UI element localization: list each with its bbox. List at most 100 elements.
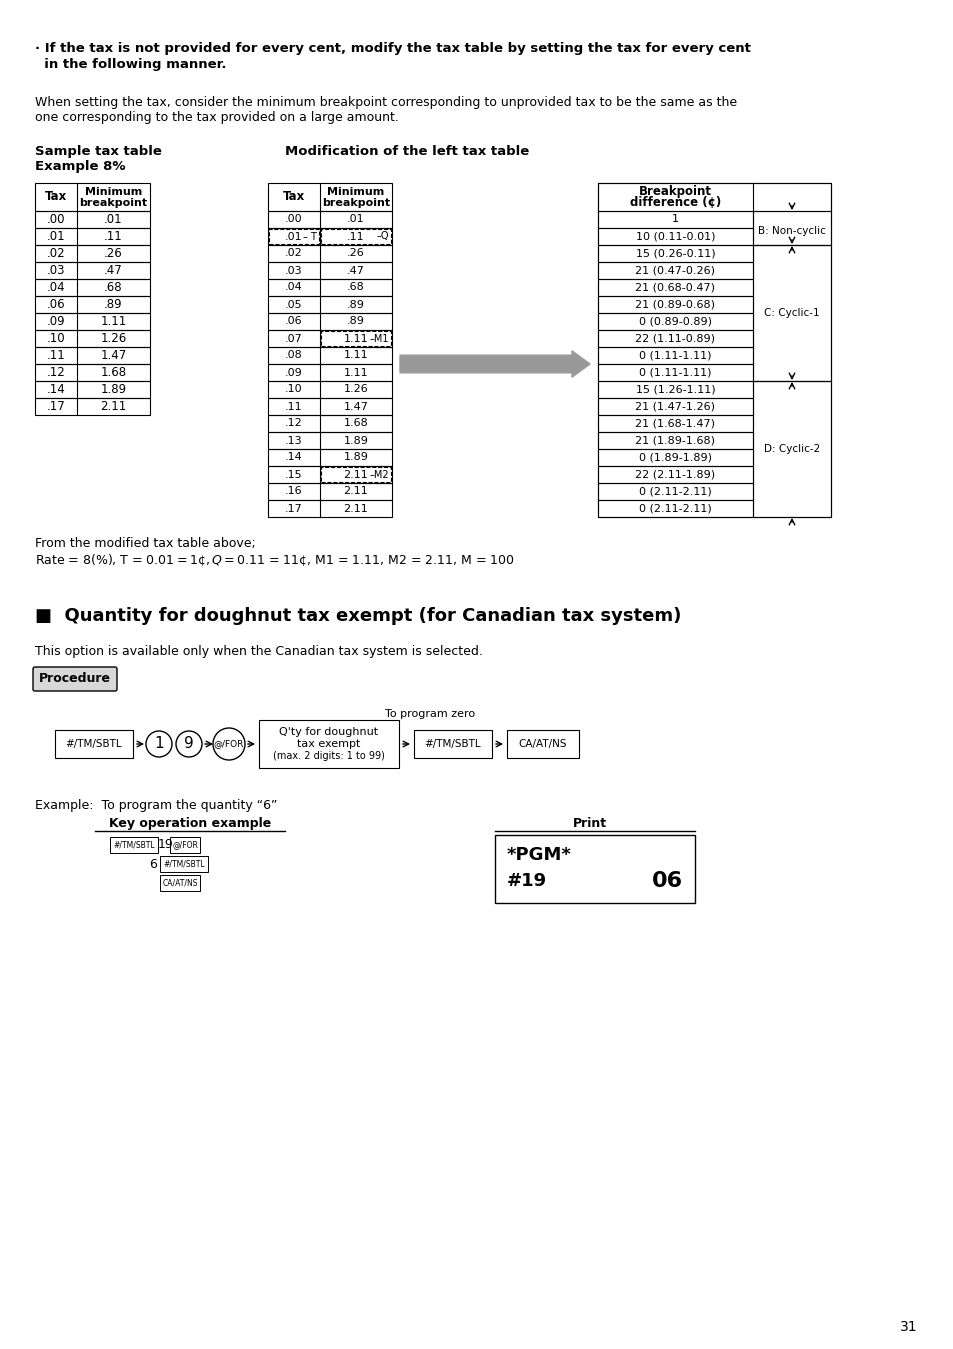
Text: .12: .12 bbox=[47, 366, 66, 379]
Polygon shape bbox=[399, 351, 589, 378]
Bar bbox=[598, 210, 752, 228]
Bar bbox=[268, 347, 392, 364]
Text: .02: .02 bbox=[285, 248, 302, 259]
Text: .00: .00 bbox=[47, 213, 65, 227]
Text: .14: .14 bbox=[285, 452, 302, 463]
Text: –M1: –M1 bbox=[369, 333, 389, 344]
Bar bbox=[268, 210, 392, 228]
Text: 31: 31 bbox=[900, 1321, 917, 1334]
Text: This option is available only when the Canadian tax system is selected.: This option is available only when the C… bbox=[35, 645, 482, 658]
Bar bbox=[268, 279, 392, 295]
Text: When setting the tax, consider the minimum breakpoint corresponding to unprovide: When setting the tax, consider the minim… bbox=[35, 96, 737, 109]
Bar bbox=[268, 364, 392, 380]
Text: 1.11: 1.11 bbox=[343, 367, 368, 378]
Text: To program zero: To program zero bbox=[384, 710, 475, 719]
Text: 1.89: 1.89 bbox=[343, 436, 368, 445]
Text: 21 (1.47-1.26): 21 (1.47-1.26) bbox=[635, 402, 715, 411]
Text: Rate = 8(%), T = $0.01 = 1¢, Q = $0.11 = 11¢, M1 = 1.11, M2 = 2.11, M = 100: Rate = 8(%), T = $0.01 = 1¢, Q = $0.11 =… bbox=[35, 552, 515, 568]
Text: .01: .01 bbox=[347, 214, 364, 224]
Text: #/TM/SBTL: #/TM/SBTL bbox=[163, 859, 205, 869]
Text: 1.68: 1.68 bbox=[343, 418, 368, 429]
Bar bbox=[598, 449, 752, 465]
Text: 1.11: 1.11 bbox=[343, 351, 368, 360]
Text: Procedure: Procedure bbox=[39, 673, 111, 685]
Text: .06: .06 bbox=[285, 317, 302, 326]
Text: 19: 19 bbox=[158, 839, 173, 851]
Bar bbox=[598, 246, 752, 262]
Text: #/TM/SBTL: #/TM/SBTL bbox=[113, 840, 154, 850]
Text: *PGM*: *PGM* bbox=[506, 846, 571, 863]
Text: .08: .08 bbox=[285, 351, 302, 360]
Bar bbox=[598, 364, 752, 380]
Text: 1.26: 1.26 bbox=[100, 332, 127, 345]
Bar bbox=[35, 246, 150, 262]
Bar bbox=[268, 262, 392, 279]
Text: 22 (1.11-0.89): 22 (1.11-0.89) bbox=[635, 333, 715, 344]
Bar bbox=[35, 295, 150, 313]
Text: Q'ty for doughnut: Q'ty for doughnut bbox=[279, 727, 378, 737]
Text: @/FOR: @/FOR bbox=[172, 840, 197, 850]
Bar bbox=[35, 183, 150, 210]
Text: 0 (1.11-1.11): 0 (1.11-1.11) bbox=[639, 351, 711, 360]
Text: .13: .13 bbox=[285, 436, 302, 445]
Text: – T: – T bbox=[303, 232, 316, 241]
Bar bbox=[35, 331, 150, 347]
Bar bbox=[598, 465, 752, 483]
Text: .11: .11 bbox=[285, 402, 302, 411]
Text: .89: .89 bbox=[347, 299, 365, 309]
Text: Tax: Tax bbox=[283, 190, 305, 204]
FancyBboxPatch shape bbox=[33, 666, 117, 691]
Text: breakpoint: breakpoint bbox=[79, 198, 148, 208]
Circle shape bbox=[213, 728, 245, 759]
Text: 15 (0.26-0.11): 15 (0.26-0.11) bbox=[635, 248, 715, 259]
Text: 0 (2.11-2.11): 0 (2.11-2.11) bbox=[639, 503, 711, 514]
Text: 1.47: 1.47 bbox=[343, 402, 368, 411]
Bar bbox=[752, 210, 830, 246]
Bar bbox=[598, 279, 752, 295]
Circle shape bbox=[175, 731, 202, 757]
Text: Breakpoint: Breakpoint bbox=[639, 186, 711, 198]
Text: .17: .17 bbox=[47, 401, 66, 413]
Text: 1.11: 1.11 bbox=[100, 316, 127, 328]
Text: C: Cyclic-1: C: Cyclic-1 bbox=[763, 308, 819, 318]
Text: .09: .09 bbox=[47, 316, 65, 328]
Bar bbox=[268, 246, 392, 262]
Text: .26: .26 bbox=[347, 248, 364, 259]
Bar bbox=[268, 465, 392, 483]
Bar bbox=[268, 432, 392, 449]
Text: .05: .05 bbox=[285, 299, 302, 309]
Bar bbox=[160, 857, 208, 871]
Text: .26: .26 bbox=[104, 247, 123, 260]
Bar bbox=[35, 228, 150, 246]
Text: Sample tax table: Sample tax table bbox=[35, 144, 162, 158]
Text: 9: 9 bbox=[184, 737, 193, 751]
Bar bbox=[170, 836, 200, 853]
Text: .04: .04 bbox=[47, 281, 65, 294]
Text: .15: .15 bbox=[285, 469, 302, 479]
Bar bbox=[268, 380, 392, 398]
Bar bbox=[268, 500, 392, 517]
Text: Example:  To program the quantity “6”: Example: To program the quantity “6” bbox=[35, 799, 277, 812]
Text: (max. 2 digits: 1 to 99): (max. 2 digits: 1 to 99) bbox=[273, 751, 384, 761]
Text: .10: .10 bbox=[285, 384, 302, 394]
Text: .11: .11 bbox=[104, 229, 123, 243]
Bar bbox=[268, 295, 392, 313]
Text: ■  Quantity for doughnut tax exempt (for Canadian tax system): ■ Quantity for doughnut tax exempt (for … bbox=[35, 607, 680, 625]
Bar bbox=[35, 262, 150, 279]
Bar bbox=[35, 313, 150, 331]
Bar bbox=[598, 483, 752, 500]
Bar bbox=[268, 415, 392, 432]
Text: .10: .10 bbox=[47, 332, 65, 345]
Text: Key operation example: Key operation example bbox=[109, 817, 271, 830]
Text: 1.89: 1.89 bbox=[100, 383, 127, 397]
Bar bbox=[268, 313, 392, 331]
Bar bbox=[598, 331, 752, 347]
Text: 21 (0.47-0.26): 21 (0.47-0.26) bbox=[635, 266, 715, 275]
Text: .11: .11 bbox=[347, 232, 364, 241]
Text: 1.11: 1.11 bbox=[343, 333, 368, 344]
Bar bbox=[320, 467, 391, 482]
Text: From the modified tax table above;: From the modified tax table above; bbox=[35, 537, 255, 550]
Bar bbox=[55, 730, 132, 758]
Text: difference (¢): difference (¢) bbox=[629, 197, 720, 209]
Bar bbox=[598, 183, 830, 210]
